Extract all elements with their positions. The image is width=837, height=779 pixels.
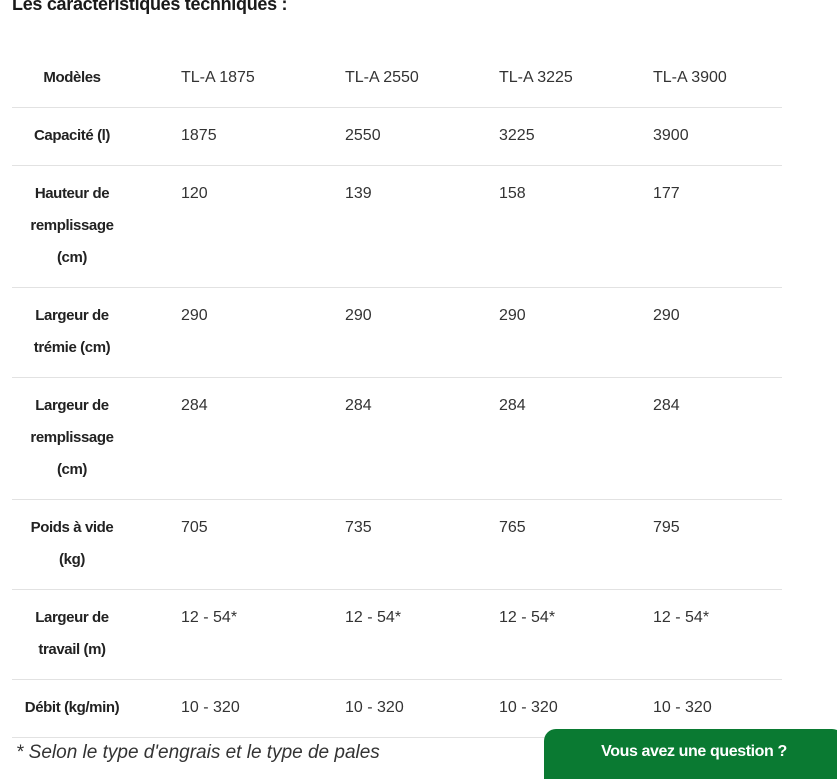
- table-cell: 10 - 320: [345, 699, 404, 716]
- row-label-line: Largeur de: [35, 609, 109, 626]
- row-label: Largeur de travail (m): [12, 590, 181, 680]
- section-title: Les caractéristiques techniques :: [12, 0, 288, 14]
- row-label: Capacité (l): [12, 108, 181, 166]
- row-label-line: Modèles: [43, 69, 101, 86]
- table-cell: TL-A 3900: [653, 69, 727, 86]
- table-cell: 177: [653, 185, 680, 202]
- row-label-line: Poids à vide: [30, 519, 114, 536]
- table-cell: 12 - 54*: [181, 609, 238, 626]
- table-cell: 12 - 54*: [499, 609, 556, 626]
- specs-table: Modèles TL-A 1875 TL-A 2550 TL-A 3225 TL-A 3…: [12, 50, 782, 738]
- table-cell: 12 - 54*: [653, 609, 710, 626]
- table-cell: 10 - 320: [499, 699, 558, 716]
- table-cell: 10 - 320: [181, 699, 240, 716]
- table-cell: 705: [181, 519, 208, 536]
- table-row: Modèles TL-A 1875 TL-A 2550 TL-A 3225 TL-A 3…: [12, 50, 782, 108]
- row-label: Largeur de trémie (cm): [12, 288, 181, 378]
- table-row: Largeur de travail (m) 12 - 54* 12 - 54* 12 …: [12, 590, 782, 680]
- table-cell: 284: [345, 397, 372, 414]
- table-cell: 765: [499, 519, 526, 536]
- row-label: Hauteur de remplissage (cm): [12, 166, 181, 288]
- table-cell: 795: [653, 519, 680, 536]
- table-cell: 735: [345, 519, 372, 536]
- question-button[interactable]: Vous avez une question ?: [544, 729, 837, 779]
- row-label: Modèles: [12, 50, 181, 108]
- table-cell: 284: [653, 397, 680, 414]
- table-cell: 1875: [181, 127, 217, 144]
- row-label-line: (cm): [56, 249, 88, 266]
- row-label: Poids à vide (kg): [12, 500, 181, 590]
- table-cell: 158: [499, 185, 526, 202]
- table-cell: TL-A 3225: [499, 69, 573, 86]
- row-label-line: trémie (cm): [33, 339, 111, 356]
- table-cell: 290: [181, 307, 208, 324]
- table-row: Capacité (l) 1875 2550 3225 3900: [12, 108, 782, 166]
- table-cell: 120: [181, 185, 208, 202]
- table-row: Débit (kg/min) 10 - 320 10 - 320 10 - 320 10…: [12, 680, 782, 738]
- table-row: Largeur de trémie (cm) 290 290 290 290: [12, 288, 782, 378]
- row-label-line: Capacité (l): [33, 127, 111, 144]
- table-cell: 284: [181, 397, 208, 414]
- row-label-line: (cm): [56, 461, 88, 478]
- row-label-line: (kg): [59, 551, 85, 568]
- table-cell: 290: [653, 307, 680, 324]
- row-label-line: Largeur de: [35, 397, 109, 414]
- table-row: Hauteur de remplissage (cm) 120 139 158 177: [12, 166, 782, 288]
- row-label-line: Largeur de: [35, 307, 109, 324]
- row-label-line: Hauteur de: [34, 185, 110, 202]
- table-cell: 2550: [345, 127, 381, 144]
- row-label-line: travail (m): [38, 641, 106, 658]
- table-cell: 3225: [499, 127, 535, 144]
- row-label-line: Débit (kg/min): [24, 699, 120, 716]
- table-cell: TL-A 1875: [181, 69, 255, 86]
- table-cell: 284: [499, 397, 526, 414]
- table-cell: TL-A 2550: [345, 69, 419, 86]
- table-row: Largeur de remplissage (cm) 284 284 284 284: [12, 378, 782, 500]
- row-label: Largeur de remplissage (cm): [12, 378, 181, 500]
- table-cell: 290: [499, 307, 526, 324]
- table-cell: 3900: [653, 127, 689, 144]
- row-label-line: remplissage: [30, 429, 114, 446]
- footnote: * Selon le type d'engrais et le type de …: [16, 742, 380, 763]
- table-cell: 290: [345, 307, 372, 324]
- row-label: Débit (kg/min): [12, 680, 181, 738]
- table-row: Poids à vide (kg) 705 735 765 795: [12, 500, 782, 590]
- table-cell: 12 - 54*: [345, 609, 402, 626]
- row-label-line: remplissage: [30, 217, 114, 234]
- table-cell: 10 - 320: [653, 699, 712, 716]
- table-cell: 139: [345, 185, 372, 202]
